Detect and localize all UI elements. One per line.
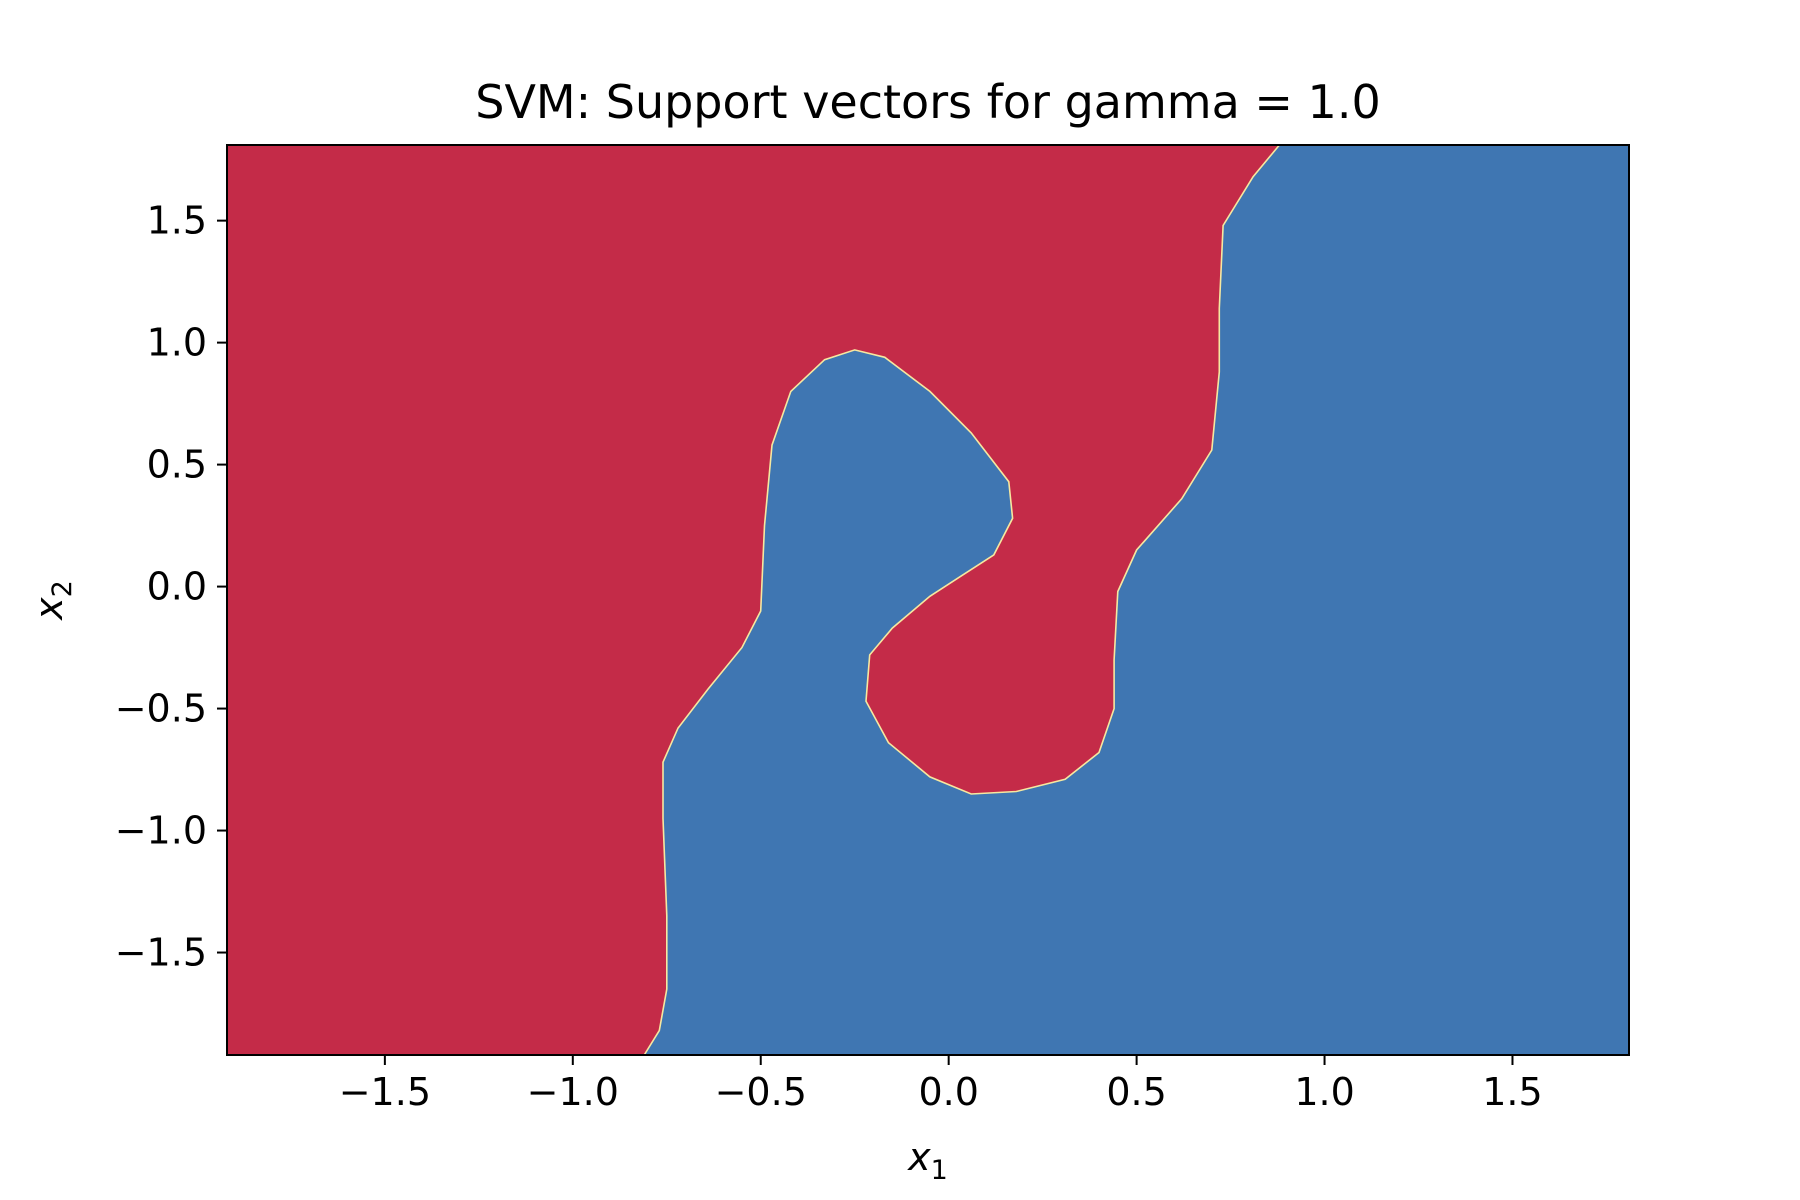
region-class-left — [227, 145, 1280, 1055]
y-tick-label: −1.5 — [115, 931, 207, 975]
chart-title: SVM: Support vectors for gamma = 1.0 — [475, 75, 1380, 129]
y-axis-label: x2 — [27, 580, 78, 621]
y-tick-label: −0.5 — [115, 687, 207, 731]
decision-boundary-line — [643, 145, 1281, 1055]
y-tick-label: −1.0 — [115, 809, 207, 853]
x-tick-label: −0.5 — [715, 1070, 807, 1114]
x-axis-label: x1 — [907, 1135, 948, 1186]
y-axis: 1.5 1.0 0.5 0.0 −0.5 −1.0 −1.5 — [115, 199, 227, 975]
x-axis-label-subscript: 1 — [931, 1155, 948, 1186]
x-tick-label: −1.0 — [527, 1070, 619, 1114]
plot-area — [227, 145, 1629, 1055]
x-tick-label: −1.5 — [339, 1070, 431, 1114]
x-tick-label: 0.0 — [918, 1070, 978, 1114]
x-axis: −1.5 −1.0 −0.5 0.0 0.5 1.0 1.5 — [339, 1055, 1543, 1114]
y-tick-label: 0.5 — [147, 443, 207, 487]
x-tick-label: 1.0 — [1294, 1070, 1354, 1114]
y-axis-label-subscript: 2 — [47, 580, 78, 597]
x-axis-label-base: x — [907, 1135, 931, 1179]
axes-frame — [226, 144, 1630, 1056]
y-tick-label: 0.0 — [147, 565, 207, 609]
x-tick-label: 0.5 — [1106, 1070, 1166, 1114]
y-tick-label: 1.5 — [147, 199, 207, 243]
y-axis-label-base: x — [27, 597, 71, 621]
y-tick-label: 1.0 — [147, 321, 207, 365]
x-tick-label: 1.5 — [1482, 1070, 1542, 1114]
